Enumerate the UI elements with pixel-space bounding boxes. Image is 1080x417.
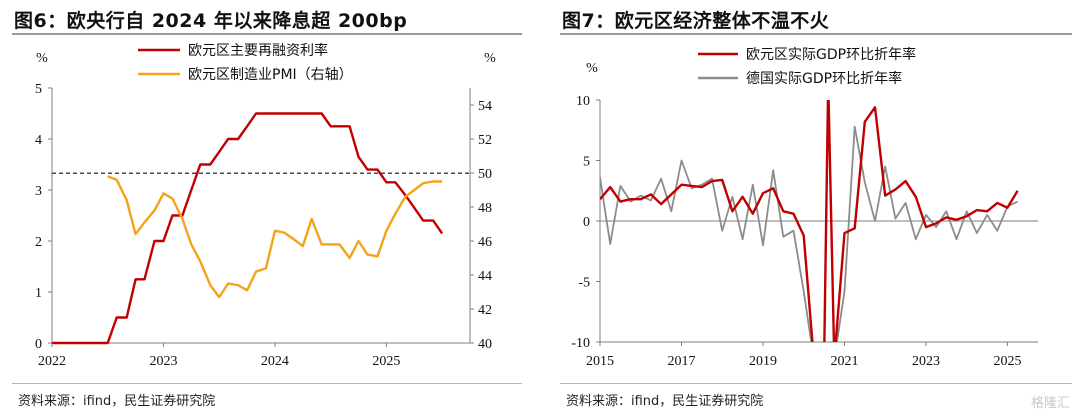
y-tick-label-left: 4 (35, 133, 42, 148)
y-tick-label: -10 (571, 336, 590, 351)
source-note-left: 资料来源：ifind，民生证券研究院 (18, 394, 216, 409)
x-tick-label: 2015 (586, 354, 614, 369)
y-tick-label-right: 50 (478, 167, 492, 182)
x-tick-label: 2017 (667, 354, 695, 369)
chart-panel-right: 图7：欧元区经济整体不温不火 -10 -5 0 5 10 2015 2017 2019 2021… (548, 0, 1080, 417)
y-tick-label-right: 46 (478, 235, 492, 250)
x-tick-label: 2023 (149, 354, 177, 369)
series-line-eurozone-gdp (600, 100, 1019, 342)
legend-label-1: 德国实际GDP环比折年率 (746, 70, 902, 87)
y-tick-label: 5 (583, 155, 590, 170)
x-tick-label: 2025 (372, 354, 400, 369)
y-tick-label-right: 42 (478, 303, 492, 318)
x-tick-label: 2021 (830, 354, 858, 369)
y-tick-label-right: 48 (478, 201, 492, 216)
y-tick-label-right: 52 (478, 133, 492, 148)
chart-title-right: 图7：欧元区经济整体不温不火 (562, 10, 830, 32)
chart-panel-left: 图6：欧央行自 2024 年以来降息超 200bp 0 1 2 3 4 5 40 42 44 46… (0, 0, 530, 417)
y-unit-right: % (484, 51, 496, 66)
x-tick-label: 2019 (749, 354, 777, 369)
chart-title-left: 图6：欧央行自 2024 年以来降息超 200bp (14, 10, 408, 32)
y-tick-label: 0 (583, 215, 590, 230)
series-line-germany-gdp (600, 100, 1018, 342)
y-tick-label-left: 0 (35, 337, 42, 352)
gdp-growth-chart: -10 -5 0 5 10 2015 2017 2019 2021 2023 2025% 欧元区实际G… (571, 46, 1038, 369)
series-line-refinancing-rate (52, 112, 444, 345)
source-rule-right (560, 383, 1072, 384)
x-tick-label: 2024 (261, 354, 289, 369)
y-tick-label-left: 5 (35, 82, 42, 97)
source-rule-left (12, 383, 522, 384)
series-line-pmi (107, 175, 443, 299)
y-unit: % (586, 61, 598, 76)
y-tick-label-right: 40 (478, 337, 492, 352)
legend-label-0: 欧元区主要再融资利率 (188, 42, 328, 59)
y-tick-label-left: 1 (35, 286, 42, 301)
watermark-logo: 格隆汇 (1030, 396, 1070, 411)
title-rule-right (560, 33, 1072, 35)
source-note-right: 资料来源：ifind，民生证券研究院 (566, 394, 764, 409)
x-tick-label: 2025 (993, 354, 1021, 369)
y-unit-left: % (36, 51, 48, 66)
y-tick-label: 10 (576, 94, 590, 109)
y-tick-label: -5 (578, 276, 590, 291)
title-rule-left (12, 33, 522, 35)
y-tick-label-right: 44 (478, 269, 492, 284)
y-tick-label-left: 2 (35, 235, 42, 250)
legend-label-1: 欧元区制造业PMI（右轴） (188, 67, 353, 83)
policy-rate-pmi-chart: 0 1 2 3 4 5 40 42 44 46 48 50 52 54 2022 2023 2024 2025%%… (35, 42, 496, 369)
legend-label-0: 欧元区实际GDP环比折年率 (746, 46, 916, 63)
x-tick-label: 2022 (38, 354, 66, 369)
y-tick-label-right: 54 (478, 99, 492, 114)
x-tick-label: 2023 (912, 354, 940, 369)
y-tick-label-left: 3 (35, 184, 42, 199)
